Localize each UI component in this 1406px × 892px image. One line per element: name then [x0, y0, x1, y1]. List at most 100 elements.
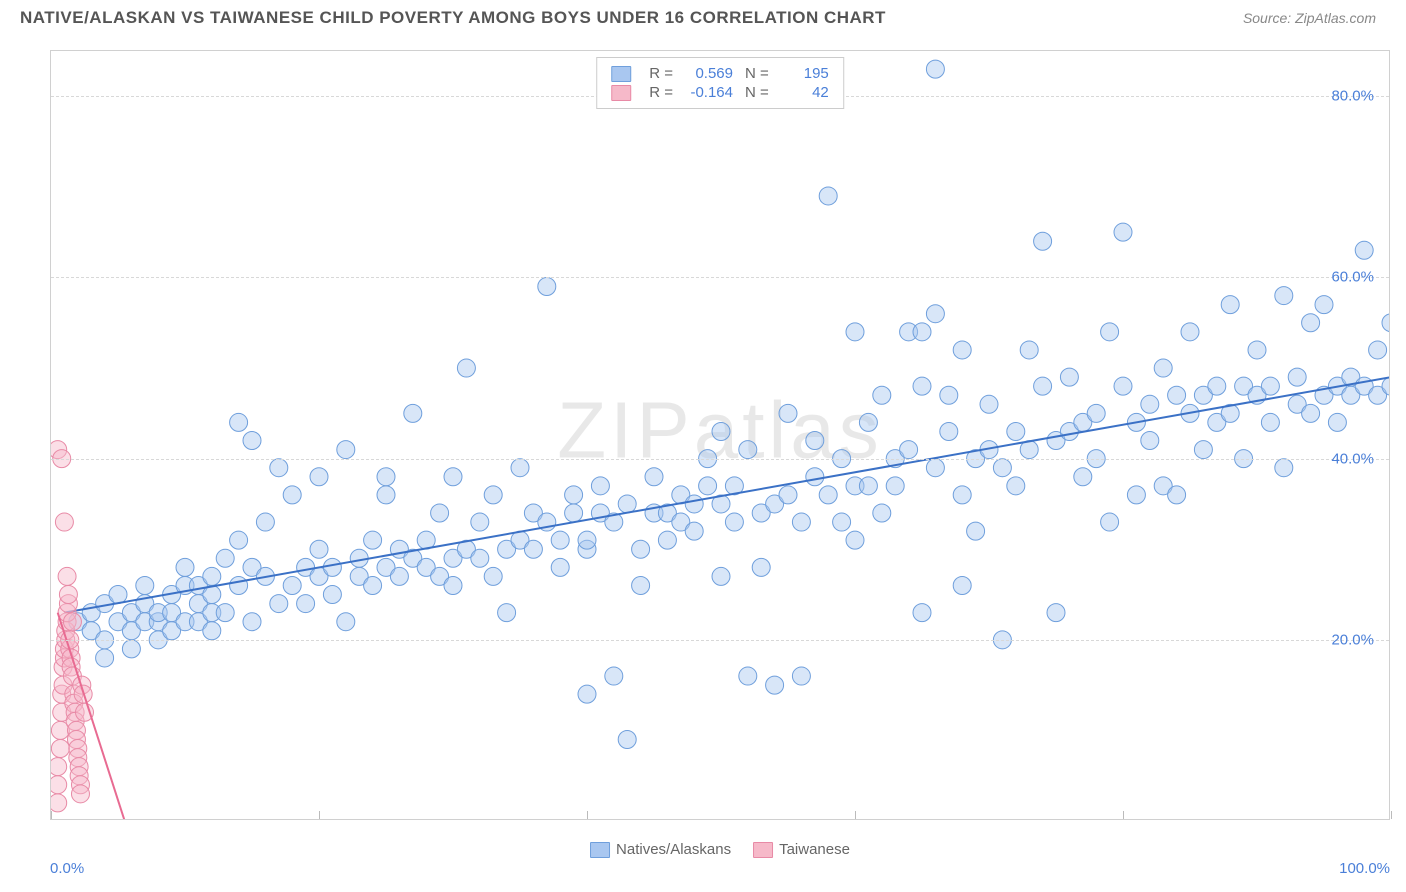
data-point [243, 432, 261, 450]
data-point [216, 549, 234, 567]
data-point [1168, 486, 1186, 504]
plot-area: ZIPatlas R =0.569N =195R =-0.164N =42 20… [50, 50, 1390, 820]
data-point [1248, 341, 1266, 359]
data-point [632, 576, 650, 594]
data-point [136, 576, 154, 594]
data-point [230, 413, 248, 431]
data-point [739, 441, 757, 459]
x-axis-max-label: 100.0% [1339, 860, 1390, 877]
data-point [524, 540, 542, 558]
data-point [337, 613, 355, 631]
data-point [1168, 386, 1186, 404]
data-point [538, 278, 556, 296]
data-point [712, 567, 730, 585]
legend-swatch [611, 85, 631, 101]
data-point [1007, 422, 1025, 440]
data-point [873, 504, 891, 522]
data-point [1261, 377, 1279, 395]
data-point [377, 468, 395, 486]
data-point [551, 558, 569, 576]
data-point [859, 413, 877, 431]
data-point [59, 586, 77, 604]
data-point [578, 531, 596, 549]
data-point [926, 459, 944, 477]
data-point [310, 540, 328, 558]
n-label: N = [745, 65, 769, 82]
data-point [377, 486, 395, 504]
gridline [51, 277, 1389, 278]
data-point [457, 359, 475, 377]
data-point [1074, 468, 1092, 486]
data-point [913, 604, 931, 622]
data-point [203, 622, 221, 640]
data-point [1034, 377, 1052, 395]
data-point [109, 586, 127, 604]
data-point [323, 558, 341, 576]
chart-title: NATIVE/ALASKAN VS TAIWANESE CHILD POVERT… [20, 8, 886, 28]
data-point [310, 468, 328, 486]
x-tick [1123, 811, 1124, 819]
r-label: R = [649, 84, 673, 101]
correlation-legend-row: R =-0.164N =42 [611, 83, 829, 102]
data-point [980, 395, 998, 413]
data-point [444, 468, 462, 486]
data-point [1034, 232, 1052, 250]
data-point [940, 422, 958, 440]
data-point [1382, 314, 1389, 332]
n-label: N = [745, 84, 769, 101]
data-point [605, 667, 623, 685]
data-point [1114, 223, 1132, 241]
data-point [565, 504, 583, 522]
data-point [806, 432, 824, 450]
data-point [859, 477, 877, 495]
y-tick-label: 40.0% [1331, 450, 1374, 467]
data-point [779, 486, 797, 504]
legend-label: Natives/Alaskans [616, 841, 731, 858]
r-value: -0.164 [685, 84, 733, 101]
data-point [230, 531, 248, 549]
data-point [1328, 413, 1346, 431]
chart-header: NATIVE/ALASKAN VS TAIWANESE CHILD POVERT… [0, 0, 1406, 36]
data-point [1369, 341, 1387, 359]
data-point [270, 459, 288, 477]
data-point [779, 404, 797, 422]
data-point [270, 595, 288, 613]
data-point [752, 558, 770, 576]
data-point [565, 486, 583, 504]
data-point [283, 576, 301, 594]
x-tick [587, 811, 588, 819]
data-point [806, 468, 824, 486]
data-point [230, 576, 248, 594]
data-point [96, 649, 114, 667]
data-point [71, 785, 89, 803]
data-point [1047, 604, 1065, 622]
data-point [1101, 513, 1119, 531]
data-point [471, 549, 489, 567]
data-point [58, 567, 76, 585]
x-tick [51, 811, 52, 819]
data-point [833, 513, 851, 531]
data-point [618, 730, 636, 748]
correlation-legend-row: R =0.569N =195 [611, 64, 829, 83]
data-point [1087, 404, 1105, 422]
data-point [699, 477, 717, 495]
data-point [216, 604, 234, 622]
data-point [1141, 432, 1159, 450]
x-axis-min-label: 0.0% [50, 860, 84, 877]
source-label: Source: ZipAtlas.com [1243, 10, 1376, 26]
data-point [900, 441, 918, 459]
data-point [618, 495, 636, 513]
data-point [591, 477, 609, 495]
data-point [886, 477, 904, 495]
x-axis-area: Natives/Alaskans Taiwanese 0.0% 100.0% [50, 827, 1390, 882]
data-point [645, 468, 663, 486]
data-point [1275, 287, 1293, 305]
x-tick [319, 811, 320, 819]
legend-item: Taiwanese [753, 841, 850, 858]
data-point [578, 685, 596, 703]
data-point [55, 513, 73, 531]
data-point [873, 386, 891, 404]
data-point [51, 740, 69, 758]
data-point [323, 586, 341, 604]
series-legend: Natives/Alaskans Taiwanese [590, 841, 850, 858]
